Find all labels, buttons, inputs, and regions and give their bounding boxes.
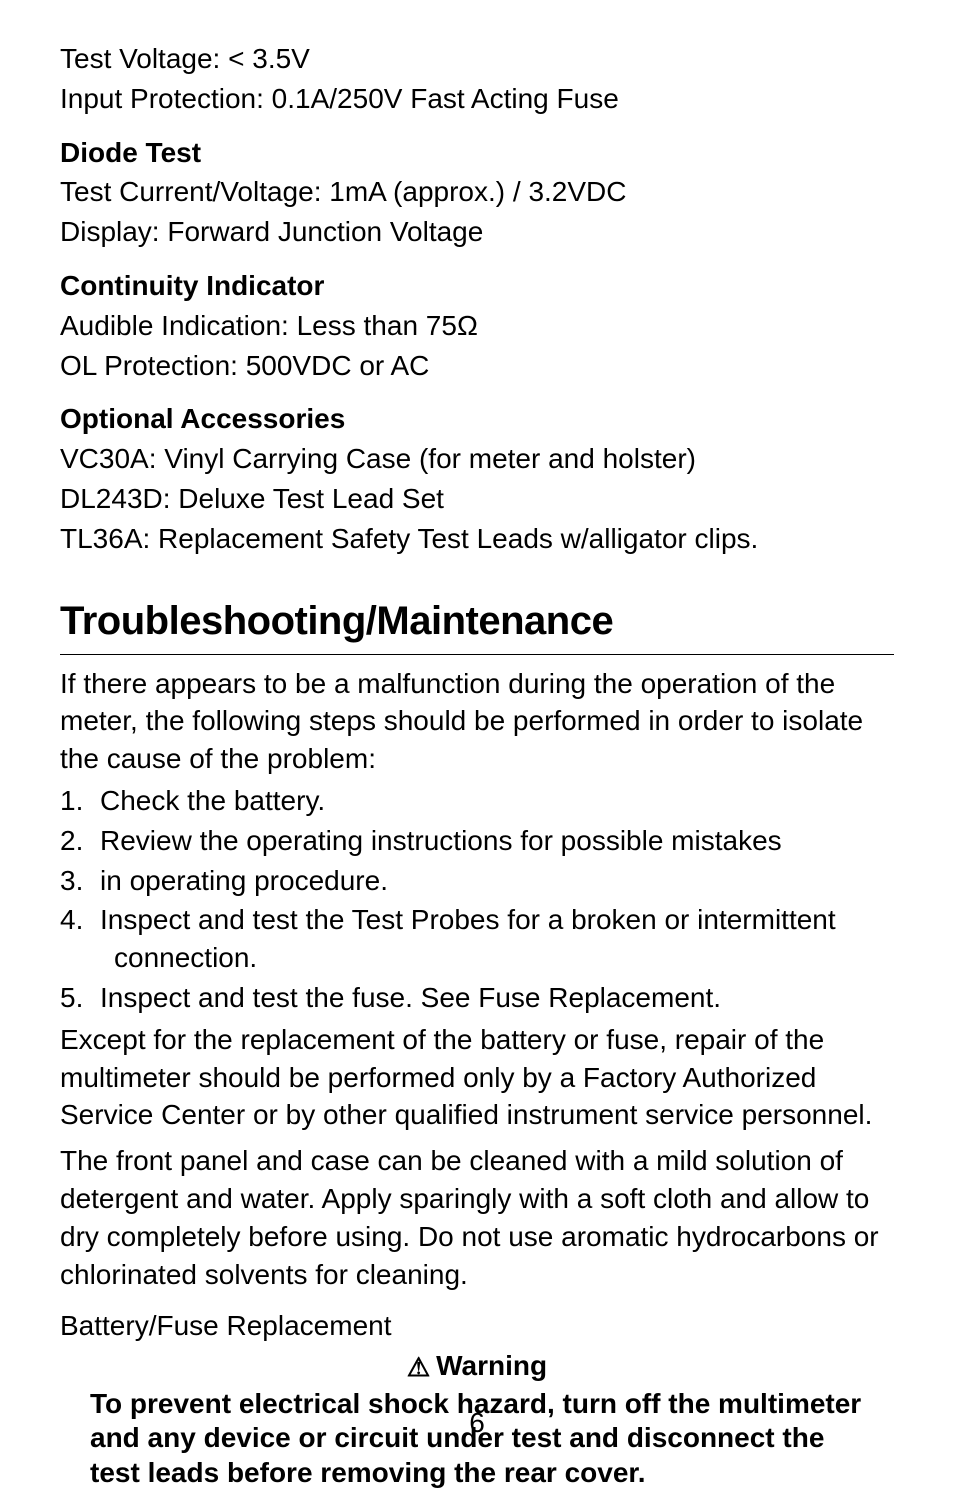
diode-display: Display: Forward Junction Voltage [60, 213, 894, 251]
list-item: 3.in operating procedure. [60, 862, 894, 900]
troubleshooting-steps: 1.Check the battery. 2.Review the operat… [60, 782, 894, 1017]
step-number: 3. [60, 862, 100, 900]
accessory-dl243d: DL243D: Deluxe Test Lead Set [60, 480, 894, 518]
step-number: 1. [60, 782, 100, 820]
step-text: Check the battery. [100, 785, 325, 816]
cleaning-paragraph: The front panel and case can be cleaned … [60, 1142, 894, 1293]
troubleshooting-intro: If there appears to be a malfunction dur… [60, 665, 894, 778]
step-number: 4. [60, 901, 100, 939]
accessory-tl36a: TL36A: Replacement Safety Test Leads w/a… [60, 520, 894, 558]
step-number: 2. [60, 822, 100, 860]
warning-label: Warning [436, 1350, 547, 1381]
page-number: 6 [0, 1407, 954, 1439]
accessory-vc30a: VC30A: Vinyl Carrying Case (for meter an… [60, 440, 894, 478]
heading-rule [60, 654, 894, 655]
step-text: Inspect and test the Test Probes for a b… [100, 904, 836, 973]
continuity-title: Continuity Indicator [60, 267, 894, 305]
step-number: 5. [60, 979, 100, 1017]
warning-icon: ⚠ [407, 1350, 430, 1385]
diode-current-voltage: Test Current/Voltage: 1mA (approx.) / 3.… [60, 173, 894, 211]
list-item: 5.Inspect and test the fuse. See Fuse Re… [60, 979, 894, 1017]
list-item: 2.Review the operating instructions for … [60, 822, 894, 860]
diode-test-title: Diode Test [60, 134, 894, 172]
step-text: Inspect and test the fuse. See Fuse Repl… [100, 982, 721, 1013]
repair-paragraph: Except for the replacement of the batter… [60, 1021, 894, 1134]
troubleshooting-heading: Troubleshooting/Maintenance [60, 594, 894, 648]
continuity-ol: OL Protection: 500VDC or AC [60, 347, 894, 385]
step-text: Review the operating instructions for po… [100, 825, 782, 856]
step-text: in operating procedure. [100, 865, 388, 896]
spec-input-protection: Input Protection: 0.1A/250V Fast Acting … [60, 80, 894, 118]
list-item: 1.Check the battery. [60, 782, 894, 820]
list-item: 4.Inspect and test the Test Probes for a… [60, 901, 894, 977]
page-content: Test Voltage: < 3.5V Input Protection: 0… [60, 40, 894, 1490]
continuity-audible: Audible Indication: Less than 75Ω [60, 307, 894, 345]
spec-test-voltage: Test Voltage: < 3.5V [60, 40, 894, 78]
warning-title: ⚠Warning [90, 1347, 864, 1385]
accessories-title: Optional Accessories [60, 400, 894, 438]
battery-fuse-heading: Battery/Fuse Replacement [60, 1307, 894, 1345]
